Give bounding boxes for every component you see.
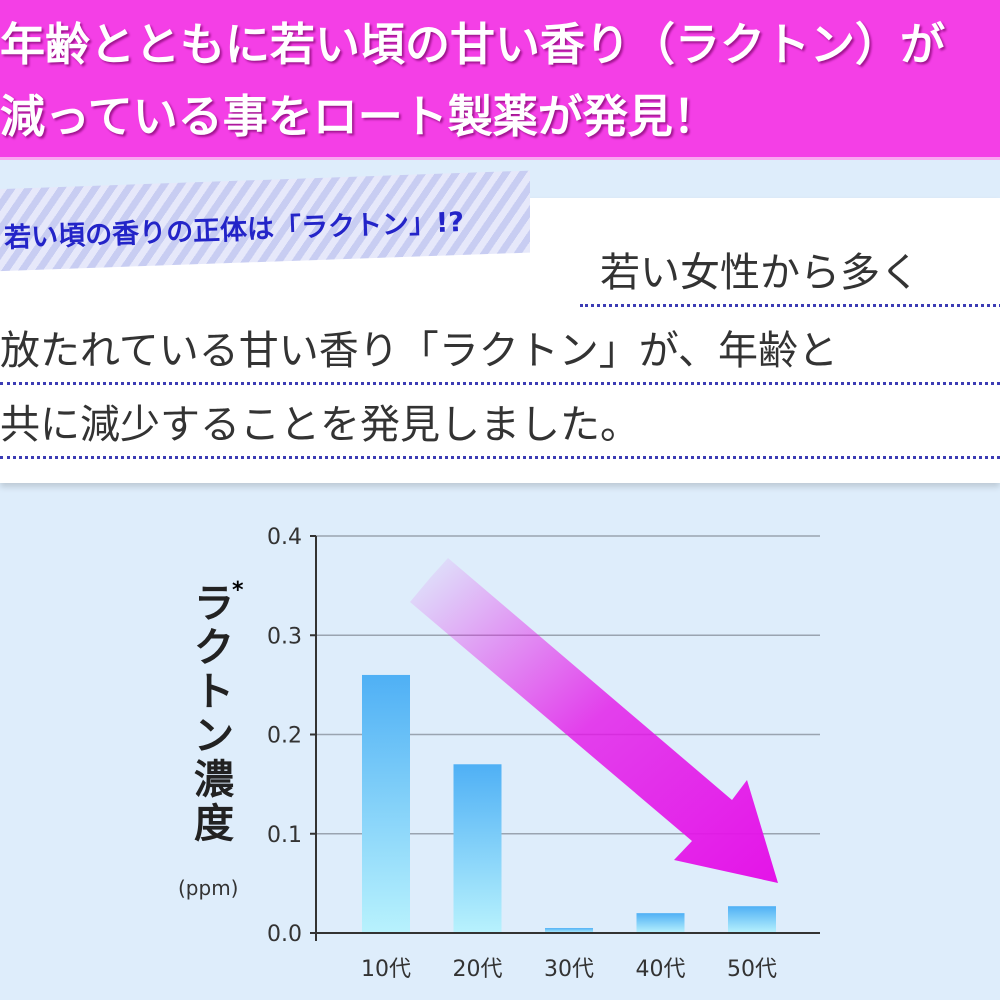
y-axis-label: ラクトン濃度 (188, 582, 240, 846)
y-tick-label: 0.0 (267, 922, 302, 947)
y-tick-label: 0.2 (267, 724, 302, 749)
bar-30代 (545, 928, 593, 933)
x-tick-label: 40代 (636, 957, 686, 982)
bar-20代 (453, 764, 502, 933)
x-tick-label: 10代 (361, 957, 411, 982)
body-line-1: 若い女性から多く (580, 240, 1000, 307)
y-axis-label-mark: * (232, 578, 244, 603)
trend-arrow (410, 558, 778, 883)
body-line-3: 共に減少することを発見しました。 (0, 392, 1000, 459)
bar-10代 (362, 674, 410, 933)
x-tick-label: 50代 (727, 957, 777, 982)
headline-line-2: 減っている事をロート製薬が発見！ (0, 90, 718, 143)
x-tick-label: 30代 (544, 957, 594, 982)
y-tick-label: 0.3 (267, 624, 302, 649)
y-axis-unit: (ppm) (178, 876, 239, 900)
bar-40代 (636, 913, 685, 933)
y-tick-label: 0.4 (267, 525, 302, 550)
body-line-2: 放たれている甘い香り「ラクトン」が、年齢と (0, 318, 1000, 385)
headline-line-1: 年齢とともに若い頃の甘い香り（ラクトン）が (0, 18, 946, 71)
bar-50代 (728, 906, 776, 933)
y-tick-label: 0.1 (267, 823, 302, 848)
y-axis-label-text: ラクトン濃度 (194, 581, 234, 847)
x-tick-label: 20代 (453, 957, 503, 982)
headline-banner: 年齢とともに若い頃の甘い香り（ラクトン）が 減っている事をロート製薬が発見！ (0, 0, 1000, 160)
